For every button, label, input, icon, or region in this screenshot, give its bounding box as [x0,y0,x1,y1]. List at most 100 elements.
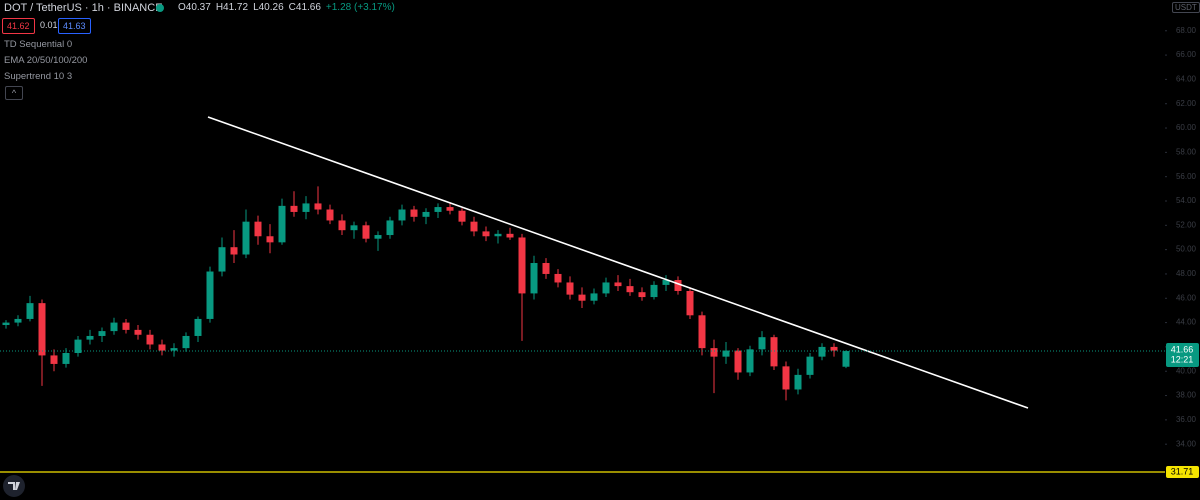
candle-body [194,318,202,336]
y-tick-label: 56.00 [1176,172,1197,181]
tv-logo [3,475,25,497]
y-tick-label: 44.00 [1176,318,1197,327]
candle-body [482,231,490,237]
ohlc-item: C41.66 [288,2,321,13]
candle-body [146,334,154,345]
candle-body [110,322,118,332]
ohlc-values: O40.37 H41.72 L40.26 C41.66 +1.28 (+3.17%) [178,2,400,13]
candle-body [590,293,598,301]
y-tick-label: 64.00 [1176,75,1197,84]
candle-body [650,284,658,298]
last-price-label: 41.66 [1171,344,1194,354]
ohlc-item: H41.72 [215,2,249,13]
candle-body [290,205,298,212]
candle-body [2,322,10,326]
candle-body [626,286,634,293]
candle-body [122,322,130,330]
candle-body [698,315,706,349]
candle-body [386,220,394,236]
collapse-button[interactable]: ^ [5,86,23,100]
y-tick-label: 54.00 [1176,196,1197,205]
y-tick-label: 38.00 [1176,391,1197,400]
y-tick-label: 66.00 [1176,50,1197,59]
currency-button[interactable]: USDT [1172,2,1200,13]
y-tick-label: 46.00 [1176,293,1197,302]
candle-body [326,209,334,221]
symbol-title[interactable]: DOT / TetherUS · 1h · BINANCE [4,2,163,14]
y-tick-label: 36.00 [1176,415,1197,424]
candle-body [422,211,430,217]
candle-body [458,210,466,222]
candle-body [446,207,454,211]
y-tick-label: 34.00 [1176,439,1197,448]
candle-body [134,329,142,335]
candle-body [302,203,310,212]
candle-body [770,337,778,367]
trend-line[interactable] [207,116,1029,409]
candle-body [26,303,34,319]
candle-body [182,335,190,349]
candle-body [806,356,814,375]
ask-price[interactable]: 41.63 [58,18,91,34]
candle-body [14,318,22,323]
candle-body [566,282,574,295]
market-status[interactable] [156,4,164,12]
candle-body [818,346,826,357]
candle-body [206,271,214,319]
candle-body [350,225,358,231]
spread: 0.01 [40,20,58,30]
y-tick-label: 50.00 [1176,245,1197,254]
candle-body [662,280,670,285]
candle-body [278,205,286,243]
candle-body [578,294,586,301]
candle-body [602,282,610,294]
y-tick-label: 68.00 [1176,26,1197,35]
candle-body [518,237,526,294]
candle-body [242,221,250,255]
y-tick-label: 48.00 [1176,269,1197,278]
candle-body [710,348,718,357]
candle-body [362,225,370,239]
candle-body [614,282,622,287]
bid-price[interactable]: 41.62 [2,18,35,34]
candle-body [722,350,730,357]
candle-body [398,209,406,221]
ohlc-item: L40.26 [253,2,284,13]
candle-body [494,233,502,237]
candle-body [638,292,646,298]
candle-body [674,280,682,291]
price-axis [1165,0,1200,500]
last-price-tag [1166,343,1199,368]
horizontal-line-label: 31.71 [1171,466,1194,476]
candle-body [554,273,562,283]
candle-body [338,220,346,231]
candle-body [374,235,382,239]
ohlc-item: +1.28 (+3.17%) [325,2,395,13]
candle-body [434,207,442,212]
indicator-label[interactable]: Supertrend 10 3 [4,71,73,82]
candle-body [314,203,322,210]
candle-body [86,335,94,340]
candle-body [218,247,226,272]
candle-body [746,349,754,373]
candle-body [230,247,238,255]
candle-body [506,233,514,238]
candle-body [686,290,694,316]
y-tick-label: 60.00 [1176,123,1197,132]
candle-body [74,339,82,353]
horizontal-line-tag [1166,466,1199,479]
candle-body [170,348,178,351]
candle-body [794,374,802,390]
candle-body [98,331,106,336]
candle-body [254,221,262,237]
y-tick-label: 58.00 [1176,147,1197,156]
candle-body [842,351,850,367]
indicator-label[interactable]: EMA 20/50/100/200 [4,55,88,66]
y-tick-label: 52.00 [1176,220,1197,229]
ohlc-item: O40.37 [178,2,211,13]
candle-body [542,263,550,274]
candle-body [734,350,742,373]
candle-body [158,344,166,351]
candle-body [50,355,58,364]
indicator-label[interactable]: TD Sequential 0 [4,39,73,50]
